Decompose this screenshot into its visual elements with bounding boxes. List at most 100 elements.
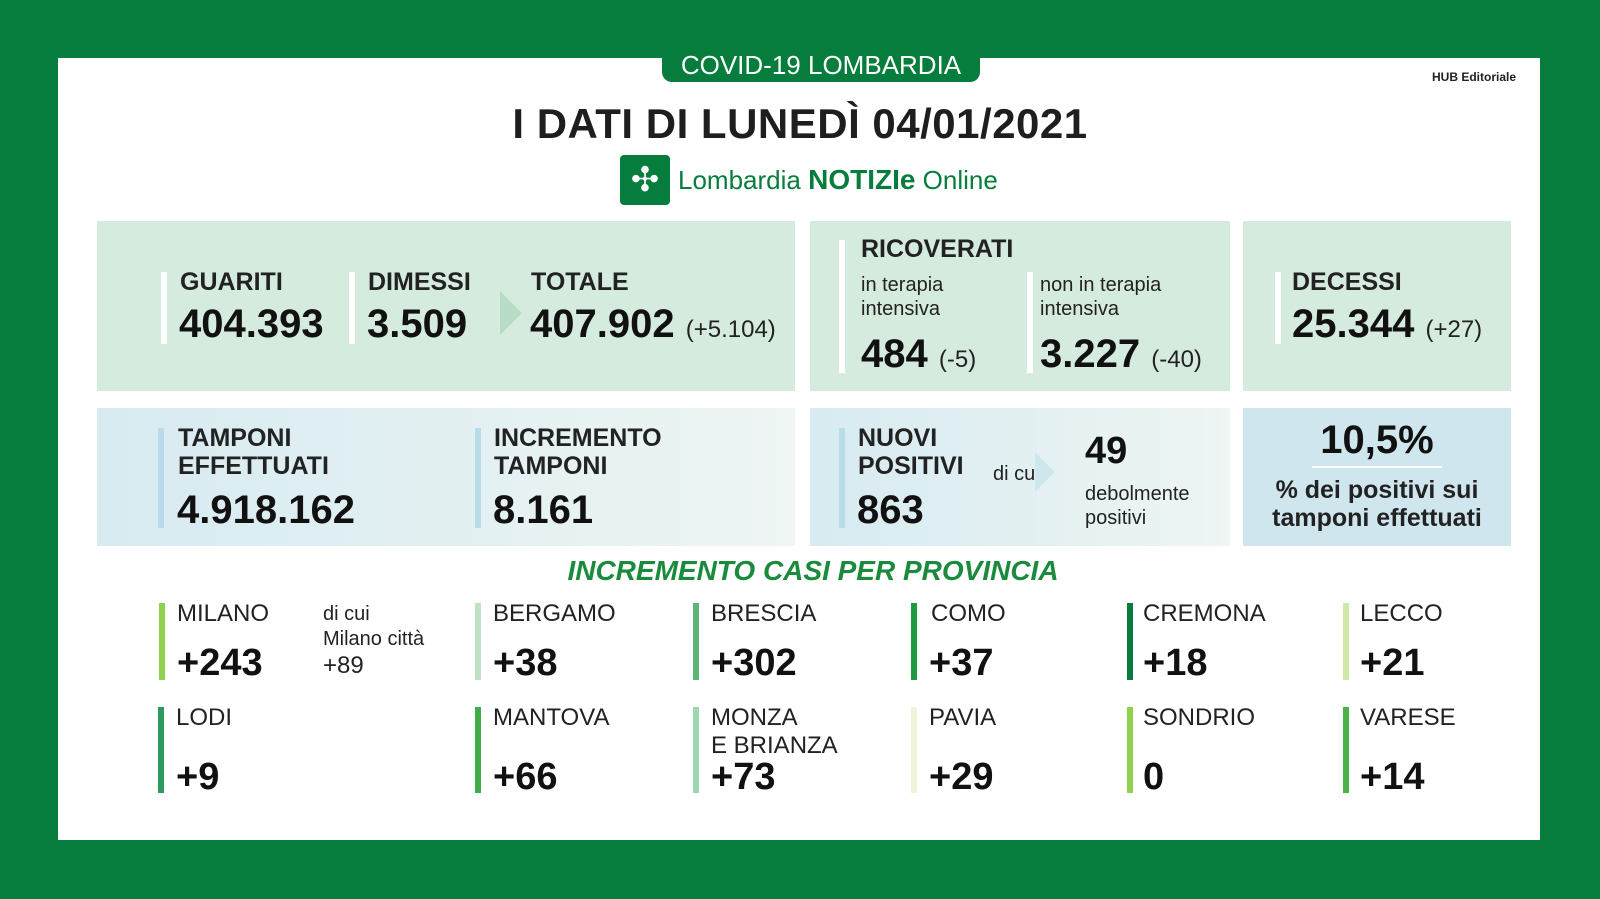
guariti-label: GUARITI [180, 268, 283, 296]
debolmente-value: 49 [1085, 430, 1128, 472]
bergamo-value: +38 [493, 642, 558, 684]
como-bar [911, 603, 917, 680]
guariti-bar [161, 272, 167, 344]
decessi-number: 25.344 [1292, 302, 1415, 346]
como-name: COMO [931, 600, 1006, 627]
incremento-bar [475, 428, 481, 528]
province-section-title: INCREMENTO CASI PER PROVINCIA [567, 555, 1059, 586]
milano-sub-2: Milano città [323, 628, 425, 650]
monza-bar [693, 707, 699, 793]
totale-value: 407.902 (+5.104) [530, 302, 776, 347]
decessi-value: 25.344 (+27) [1292, 302, 1482, 347]
tamponi-value: 4.918.162 [177, 488, 355, 532]
di-cui-label: di cui [993, 463, 1040, 485]
mantova-name: MANTOVA [493, 704, 610, 731]
como-value: +37 [929, 642, 994, 684]
varese-value: +14 [1360, 756, 1425, 798]
logo-bold: NOTIZIe [808, 164, 916, 195]
lodi-name: LODI [176, 704, 233, 731]
pavia-name: PAVIA [929, 704, 997, 731]
positivity-underline [1312, 466, 1442, 468]
nti-label-1: non in terapia [1040, 274, 1162, 296]
cremona-value: +18 [1143, 642, 1208, 684]
varese-name: VARESE [1360, 704, 1456, 731]
incremento-label-2: TAMPONI [494, 452, 608, 480]
deaths-panel [1243, 221, 1511, 391]
nuovi-label-2: POSITIVI [858, 452, 964, 480]
decessi-delta: (+27) [1425, 316, 1483, 343]
incremento-label-1: INCREMENTO [494, 424, 662, 452]
milano-bar [159, 603, 165, 680]
milano-name: MILANO [177, 600, 270, 627]
tamponi-label-2: EFFETTUATI [178, 452, 329, 480]
monza-value: +73 [711, 756, 776, 798]
nti-bar [1027, 272, 1033, 373]
mantova-value: +66 [493, 756, 558, 798]
lodi-bar [158, 707, 164, 793]
nti-label-2: intensiva [1040, 298, 1119, 320]
brescia-value: +302 [711, 642, 797, 684]
nti-delta: (-40) [1151, 346, 1202, 373]
dimessi-value: 3.509 [367, 302, 468, 346]
mantova-bar [475, 707, 481, 793]
ti-delta: (-5) [938, 346, 977, 373]
recovered-panel [97, 221, 795, 391]
positivity-rate-panel [1243, 408, 1511, 546]
guariti-value: 404.393 [179, 302, 324, 346]
hub-credit: HUB Editoriale [1432, 70, 1517, 84]
incremento-value: 8.161 [493, 488, 594, 532]
varese-bar [1343, 707, 1349, 793]
sondrio-name: SONDRIO [1143, 704, 1256, 731]
ti-label-2: intensiva [861, 298, 940, 320]
lecco-value: +21 [1360, 642, 1425, 684]
ti-number: 484 [861, 332, 928, 376]
totale-number: 407.902 [530, 302, 675, 346]
bergamo-bar [475, 603, 481, 680]
nti-value: 3.227 (-40) [1040, 332, 1202, 377]
tests-panel [97, 408, 795, 546]
ti-label-1: in terapia [861, 274, 944, 296]
nti-number: 3.227 [1040, 332, 1141, 376]
totale-label: TOTALE [531, 268, 629, 296]
monza-name-1: MONZA [711, 704, 798, 731]
tamponi-label-1: TAMPONI [178, 424, 292, 452]
nuovi-label-1: NUOVI [858, 424, 938, 452]
ti-bar [839, 240, 845, 373]
positivity-rate-value: 10,5% [1320, 418, 1434, 462]
milano-sub-3: +89 [323, 652, 364, 679]
brescia-name: BRESCIA [711, 600, 817, 627]
monza-name-2: E BRIANZA [711, 732, 838, 759]
lodi-value: +9 [176, 756, 220, 798]
totale-delta: (+5.104) [685, 316, 776, 343]
ti-value: 484 (-5) [861, 332, 976, 377]
tamponi-bar [158, 428, 164, 528]
new-positives-panel [810, 408, 1230, 546]
milano-sub-1: di cui [323, 603, 370, 625]
lombardia-notizie-logo: Lombardia NOTIZIe Online [678, 164, 998, 196]
positivity-label-1: % dei positivi sui [1275, 476, 1479, 504]
nuovi-bar [839, 428, 845, 528]
cremona-name: CREMONA [1143, 600, 1266, 627]
decessi-bar [1275, 272, 1281, 344]
lecco-bar [1343, 603, 1349, 680]
decessi-label: DECESSI [1292, 268, 1402, 296]
brescia-bar [693, 603, 699, 680]
milano-value: +243 [177, 642, 263, 684]
nuovi-value: 863 [857, 488, 924, 532]
sondrio-bar [1127, 707, 1133, 793]
pavia-bar [911, 707, 917, 793]
dimessi-label: DIMESSI [368, 268, 471, 296]
lombardia-logo-icon: ✣ [620, 155, 670, 205]
region-tag: COVID-19 LOMBARDIA [662, 48, 980, 82]
arrow-right-icon [1035, 452, 1055, 492]
page-title: I DATI DI LUNEDÌ 04/01/2021 [512, 100, 1088, 147]
pavia-value: +29 [929, 756, 994, 798]
cremona-bar [1127, 603, 1133, 680]
debolmente-label-2: positivi [1085, 507, 1147, 529]
debolmente-label-1: debolmente [1085, 483, 1190, 505]
hospitalized-panel [810, 221, 1230, 391]
sondrio-value: 0 [1143, 756, 1165, 798]
ricoverati-label: RICOVERATI [861, 235, 1014, 263]
positivity-label-2: tamponi effettuati [1272, 504, 1482, 532]
lecco-name: LECCO [1360, 600, 1443, 627]
